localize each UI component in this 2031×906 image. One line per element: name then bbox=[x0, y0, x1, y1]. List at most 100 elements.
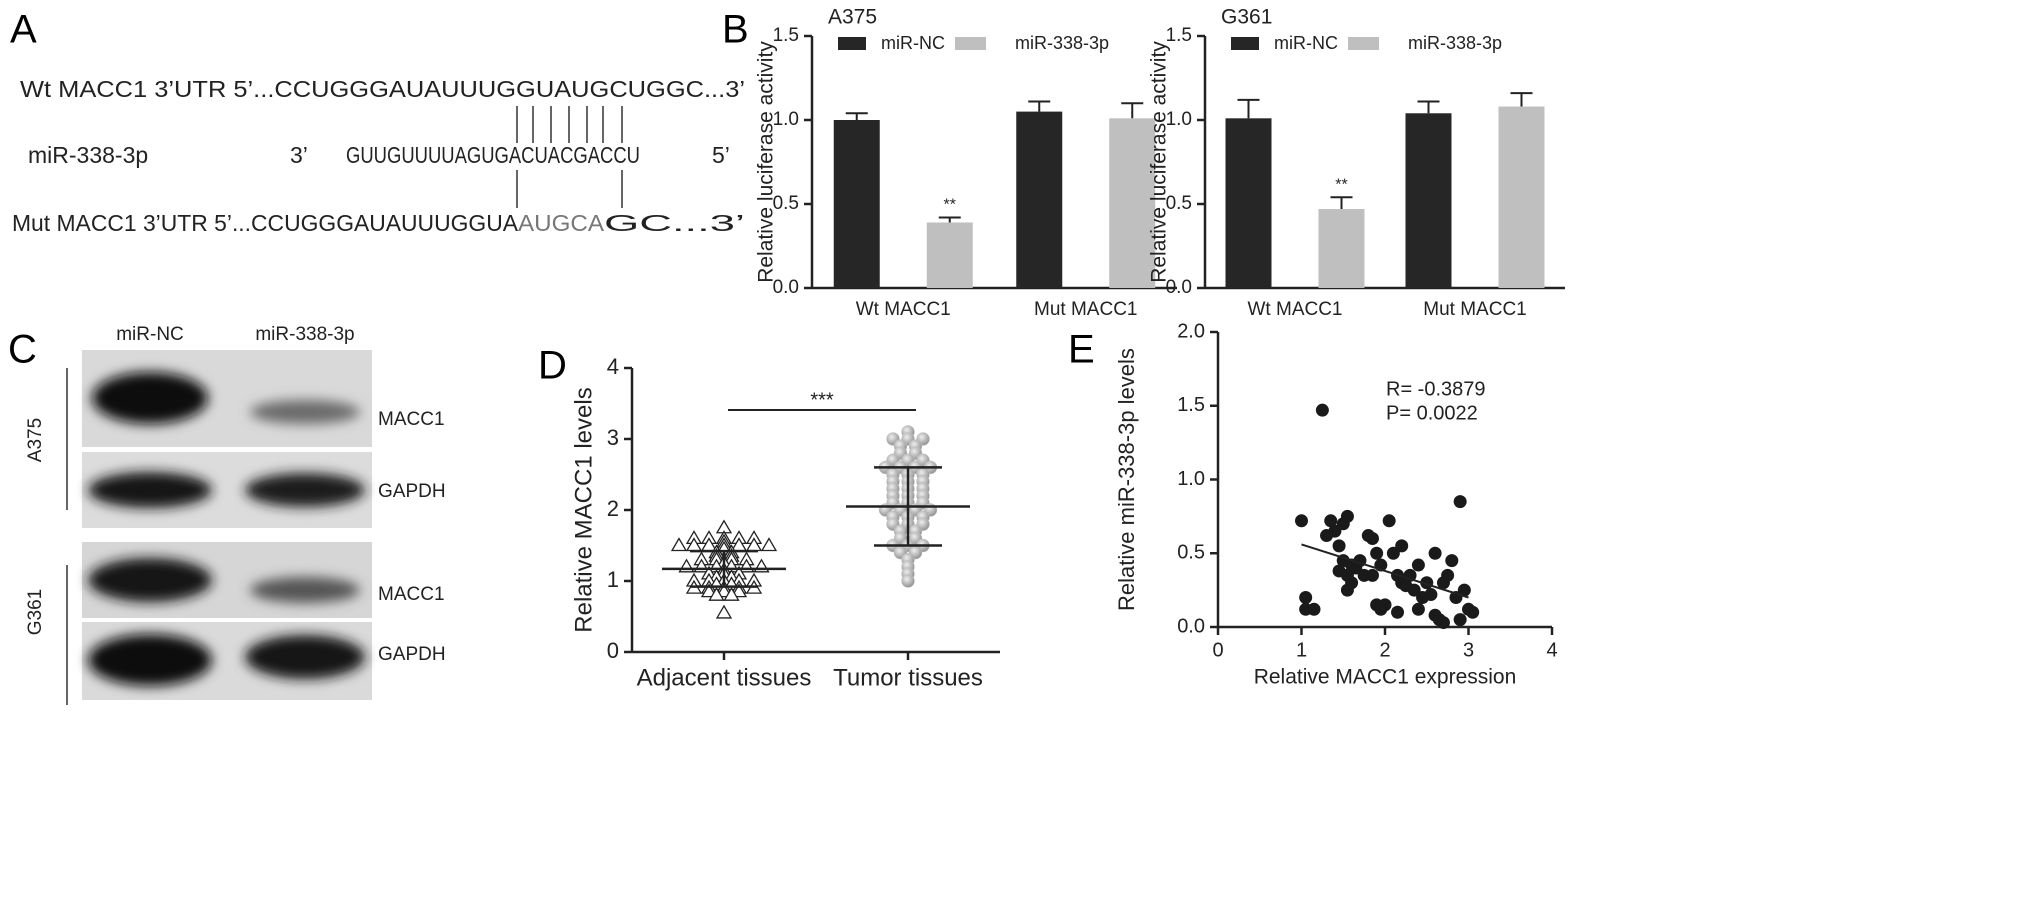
y-tick-label: 0.0 bbox=[1166, 277, 1192, 298]
y-tick-label: 2.0 bbox=[1177, 320, 1205, 342]
y-tick-label: 1.5 bbox=[1166, 25, 1192, 46]
chart-title: A375 bbox=[828, 6, 877, 29]
data-point bbox=[1299, 591, 1313, 604]
y-tick-label: 1.0 bbox=[1177, 468, 1205, 490]
legend-swatch bbox=[955, 37, 986, 50]
sequence: Mut MACC1 3’UTR 5’...CCUGGGAUAUUUGGUA bbox=[12, 210, 519, 236]
data-point bbox=[1378, 598, 1392, 612]
data-point bbox=[730, 583, 748, 598]
y-tick-label: 0.0 bbox=[1177, 615, 1205, 637]
y-tick-label: 1.5 bbox=[1177, 394, 1205, 416]
y-tick-label: 0.5 bbox=[773, 193, 799, 214]
data-point bbox=[1411, 558, 1425, 572]
sequence: GC...3’ bbox=[604, 210, 745, 236]
legend-swatch bbox=[838, 37, 866, 50]
panel-label: B bbox=[722, 8, 749, 52]
column-label: miR-NC bbox=[116, 324, 184, 345]
y-tick-label: 1.5 bbox=[773, 25, 799, 46]
x-tick-label: 3 bbox=[1463, 639, 1474, 661]
data-point bbox=[723, 586, 740, 601]
data-point bbox=[1441, 568, 1455, 582]
data-point bbox=[715, 583, 733, 598]
data-point bbox=[1370, 546, 1384, 560]
y-axis-label: Relative miR-338-3p levels bbox=[1114, 348, 1139, 611]
x-tick-label: Mut MACC1 bbox=[1423, 299, 1526, 320]
x-tick-label: 2 bbox=[1379, 639, 1390, 661]
x-axis-label: Relative MACC1 expression bbox=[1254, 666, 1517, 689]
column-label: miR-338-3p bbox=[255, 324, 354, 345]
band-label: MACC1 bbox=[378, 409, 445, 430]
band-label: MACC1 bbox=[378, 584, 445, 605]
y-axis-label: Relative luciferase activity bbox=[755, 41, 778, 283]
data-point bbox=[1315, 403, 1329, 417]
data-point bbox=[708, 586, 725, 601]
data-point bbox=[1328, 524, 1342, 538]
legend-label: miR-338-3p bbox=[1015, 33, 1109, 53]
significance: ** bbox=[1335, 176, 1347, 193]
group-label: A375 bbox=[25, 418, 46, 462]
data-point bbox=[715, 604, 733, 619]
y-tick-label: 2 bbox=[607, 496, 619, 521]
legend-label: miR-NC bbox=[1274, 33, 1338, 53]
panel-label: C bbox=[8, 328, 37, 372]
x-tick-label: 4 bbox=[1546, 639, 1557, 661]
data-point bbox=[1386, 546, 1400, 560]
data-point bbox=[1436, 616, 1450, 630]
legend-label: miR-338-3p bbox=[1408, 33, 1502, 53]
data-point bbox=[1391, 605, 1405, 619]
bar bbox=[1498, 106, 1545, 288]
group-label: G361 bbox=[25, 589, 46, 635]
data-point bbox=[1457, 583, 1471, 597]
y-tick-label: 0.5 bbox=[1177, 542, 1205, 564]
y-tick-label: 1 bbox=[607, 567, 619, 592]
base-pair-lines bbox=[516, 106, 623, 208]
bar bbox=[1405, 113, 1452, 288]
data-point bbox=[1324, 514, 1338, 528]
panel-label: D bbox=[538, 344, 567, 388]
sequence-end: 3’ bbox=[290, 142, 308, 168]
x-tick-label: Wt MACC1 bbox=[1248, 299, 1343, 320]
data-point bbox=[1466, 605, 1480, 619]
data-point bbox=[1407, 583, 1421, 597]
y-tick-label: 0.0 bbox=[773, 277, 799, 298]
bar bbox=[1109, 118, 1156, 288]
panel-label: A bbox=[10, 8, 37, 52]
y-axis-label: Relative MACC1 levels bbox=[570, 387, 597, 632]
data-point bbox=[1453, 495, 1467, 509]
bar bbox=[1016, 111, 1063, 288]
data-point bbox=[700, 583, 718, 598]
y-tick-label: 1.0 bbox=[1166, 109, 1192, 130]
legend-swatch bbox=[1231, 37, 1259, 50]
trend-line bbox=[1301, 543, 1469, 599]
y-tick-label: 0 bbox=[607, 638, 619, 663]
annotation: P= 0.0022 bbox=[1386, 402, 1478, 424]
data-point bbox=[1428, 546, 1442, 560]
data-point bbox=[1307, 602, 1321, 616]
x-tick-label: 0 bbox=[1212, 639, 1223, 661]
mutated-sequence: AUGCA bbox=[518, 210, 605, 236]
sequence: Wt MACC1 3’UTR 5’...CCUGGGAUAUUUGGUAUGCU… bbox=[20, 76, 745, 102]
data-point bbox=[1411, 602, 1425, 616]
legend-label: miR-NC bbox=[881, 33, 945, 53]
data-point bbox=[1382, 514, 1396, 528]
data-point bbox=[1365, 532, 1379, 545]
data-point bbox=[901, 574, 915, 588]
bar bbox=[1318, 209, 1365, 288]
y-tick-label: 1.0 bbox=[773, 109, 799, 130]
bar bbox=[833, 120, 880, 288]
x-tick-label: Adjacent tissues bbox=[637, 664, 812, 691]
bar bbox=[1225, 118, 1272, 288]
x-tick-label: 1 bbox=[1296, 639, 1307, 661]
y-tick-label: 3 bbox=[607, 425, 619, 450]
blot-images bbox=[82, 350, 372, 700]
annotation: R= -0.3879 bbox=[1386, 378, 1486, 400]
chart-title: G361 bbox=[1221, 6, 1272, 29]
data-point bbox=[1295, 514, 1308, 528]
data-point bbox=[760, 537, 778, 552]
data-point bbox=[670, 537, 688, 552]
x-tick-label: Wt MACC1 bbox=[856, 299, 951, 320]
data-point bbox=[1365, 568, 1379, 582]
bar bbox=[926, 222, 973, 288]
y-tick-label: 0.5 bbox=[1166, 193, 1192, 214]
